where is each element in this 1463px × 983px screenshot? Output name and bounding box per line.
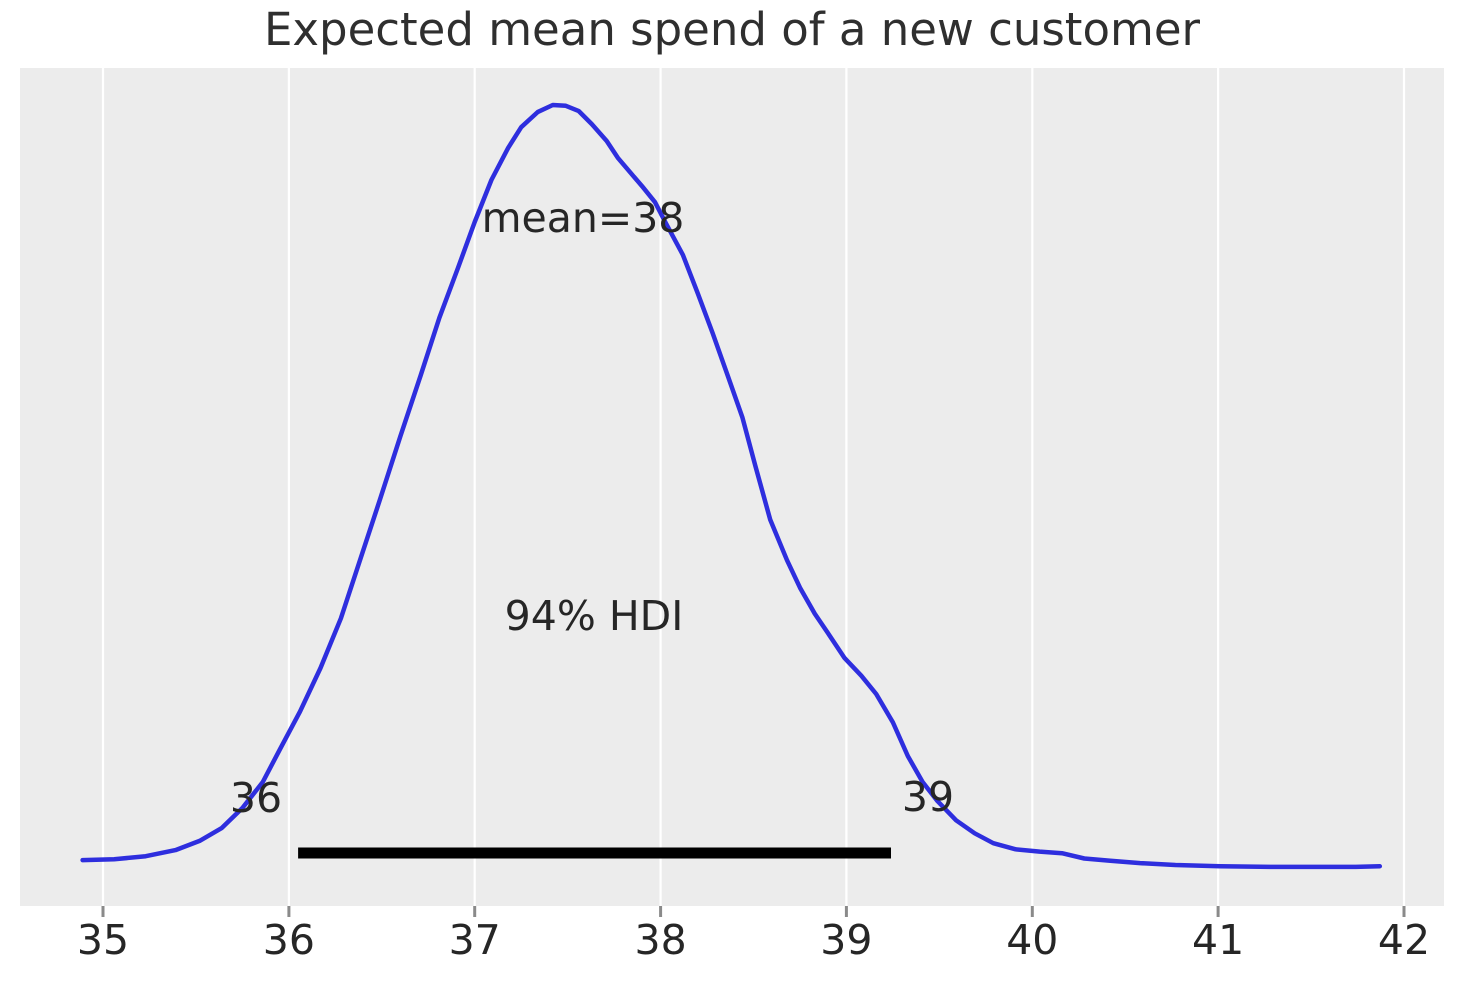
hdi-upper-bound-label: 39 — [901, 773, 955, 821]
x-tick-label: 41 — [1192, 916, 1245, 964]
x-tick-label: 37 — [448, 916, 501, 964]
x-tick-label: 42 — [1377, 916, 1431, 964]
kde-curve — [80, 102, 1383, 870]
x-tick-label: 39 — [820, 916, 873, 964]
x-axis: 35 36 37 38 39 40 41 42 — [0, 916, 1463, 976]
plot-background — [20, 68, 1444, 906]
x-tick-label: 36 — [262, 916, 315, 964]
x-tick-label: 38 — [634, 916, 687, 964]
hdi-lower-bound-label: 36 — [229, 774, 283, 822]
x-tick-label: 35 — [76, 916, 130, 964]
hdi-annotation: 94% HDI — [504, 592, 684, 640]
x-tick-label: 40 — [1006, 916, 1059, 964]
chart-title: Expected mean spend of a new customer — [263, 3, 1201, 56]
mean-annotation: mean=38 — [481, 194, 685, 242]
